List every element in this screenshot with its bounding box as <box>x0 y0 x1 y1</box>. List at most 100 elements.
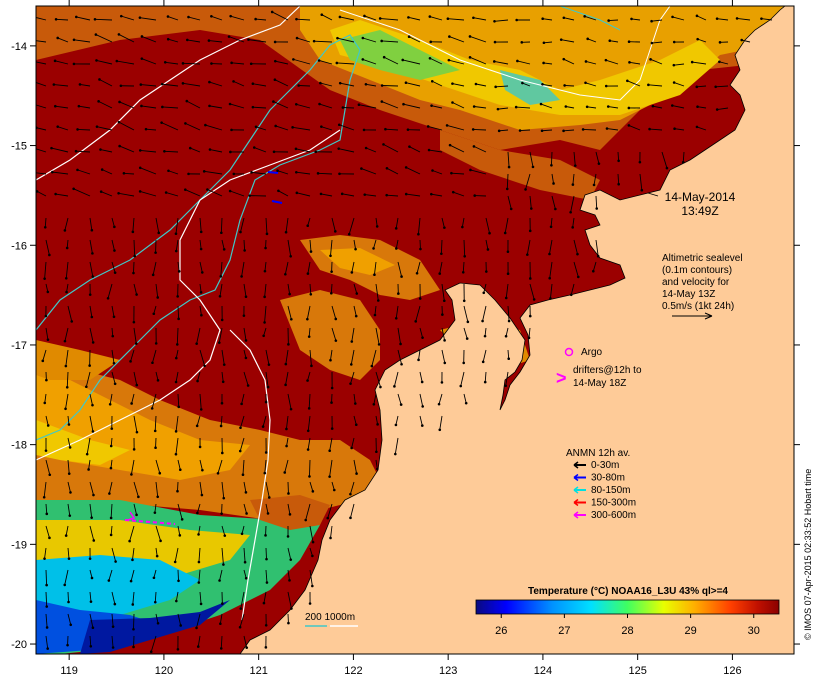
current-vector-head <box>197 645 200 648</box>
current-vector-head <box>290 408 293 411</box>
current-vector-head <box>446 124 449 127</box>
current-vector-head <box>120 15 123 18</box>
current-vector-head <box>45 449 48 452</box>
current-vector-head <box>335 339 338 342</box>
current-vector-head <box>152 274 155 277</box>
current-vector-head <box>401 59 404 62</box>
current-vector-head <box>219 622 222 625</box>
current-vector-head <box>394 453 397 456</box>
drifters-line-2: 14-May 18Z <box>573 378 626 389</box>
current-vector-head <box>248 194 251 197</box>
current-vector-head <box>113 249 116 252</box>
current-vector-head <box>154 430 157 433</box>
current-vector-head <box>443 226 446 229</box>
current-vector-head <box>201 469 204 472</box>
current-vector <box>46 570 47 585</box>
current-vector-head <box>189 147 192 150</box>
current-vector-head <box>73 63 76 66</box>
current-vector-head <box>69 623 72 626</box>
current-vector-head <box>239 607 242 610</box>
current-vector-head <box>51 171 54 174</box>
current-vector-head <box>330 270 333 273</box>
current-vector-head <box>421 381 424 384</box>
current-vector-head <box>605 85 608 88</box>
current-vector-head <box>288 579 291 582</box>
colorbar-tick-label: 26 <box>495 625 507 637</box>
current-vector-head <box>175 357 178 360</box>
current-vector-head <box>182 82 185 85</box>
current-vector-head <box>92 341 95 344</box>
current-vector-head <box>181 518 184 521</box>
current-vector <box>133 614 134 629</box>
current-vector <box>565 85 574 86</box>
current-vector <box>68 592 69 602</box>
current-vector <box>609 20 618 21</box>
current-vector-head <box>306 224 309 227</box>
current-vector-head <box>43 557 46 560</box>
current-vector-head <box>43 496 46 499</box>
timestamp-line2: 13:49Z <box>681 204 718 218</box>
current-vector-head <box>504 384 507 387</box>
current-vector-head <box>245 357 248 360</box>
current-vector-head <box>45 584 48 587</box>
current-vector <box>473 129 486 130</box>
current-vector-head <box>186 100 189 103</box>
current-vector-head <box>606 127 609 130</box>
current-vector-head <box>265 451 268 454</box>
current-vector-head <box>161 106 164 109</box>
current-vector-head <box>239 231 242 234</box>
current-vector-head <box>341 193 344 196</box>
current-vector-head <box>50 147 53 150</box>
lon-tick-label: 121 <box>249 665 267 677</box>
current-vector-head <box>88 364 91 367</box>
current-vector-head <box>608 39 611 42</box>
current-vector-head <box>628 61 631 64</box>
current-vector-head <box>135 384 138 387</box>
current-vector-head <box>96 125 99 128</box>
current-vector-head <box>65 291 68 294</box>
current-vector-head <box>365 147 368 150</box>
current-vector-head <box>355 472 358 475</box>
current-vector-head <box>328 475 331 478</box>
current-vector-head <box>178 270 181 273</box>
current-vector-head <box>440 252 443 255</box>
current-vector-head <box>92 539 95 542</box>
lon-tick-label: 119 <box>60 665 78 677</box>
current-vector-head <box>123 172 126 175</box>
current-vector-head <box>67 601 70 604</box>
current-vector-head <box>328 449 331 452</box>
current-vector-head <box>529 230 532 233</box>
current-vector-head <box>363 193 366 196</box>
current-vector-head <box>307 448 310 451</box>
current-vector-head <box>431 169 434 172</box>
current-vector-head <box>363 129 366 132</box>
current-vector-head <box>628 40 631 43</box>
current-vector-head <box>184 188 187 191</box>
current-vector-head <box>133 321 136 324</box>
current-vector-head <box>408 35 411 38</box>
current-vector-head <box>541 83 544 86</box>
current-vector-head <box>113 362 116 365</box>
current-vector-head <box>295 148 298 151</box>
current-vector-head <box>673 81 676 84</box>
current-vector-head <box>87 468 90 471</box>
current-vector-head <box>222 497 225 500</box>
current-vector-head <box>112 646 115 649</box>
current-vector-head <box>229 151 232 154</box>
current-vector-head <box>472 16 475 19</box>
current-vector-head <box>132 231 135 234</box>
current-vector-head <box>91 316 94 319</box>
current-vector-head <box>760 17 763 20</box>
current-vector-head <box>519 129 522 132</box>
current-vector-head <box>605 59 608 62</box>
current-vector-head <box>526 253 529 256</box>
current-vector-head <box>176 295 179 298</box>
current-vector-head <box>554 208 557 211</box>
current-vector-head <box>157 622 160 625</box>
current-vector-head <box>466 337 469 340</box>
current-vector-head <box>338 123 341 126</box>
current-vector-head <box>175 381 178 384</box>
current-vector-head <box>288 293 291 296</box>
current-vector-head <box>543 41 546 44</box>
timestamp-line1: 14-May-2014 <box>665 190 736 204</box>
